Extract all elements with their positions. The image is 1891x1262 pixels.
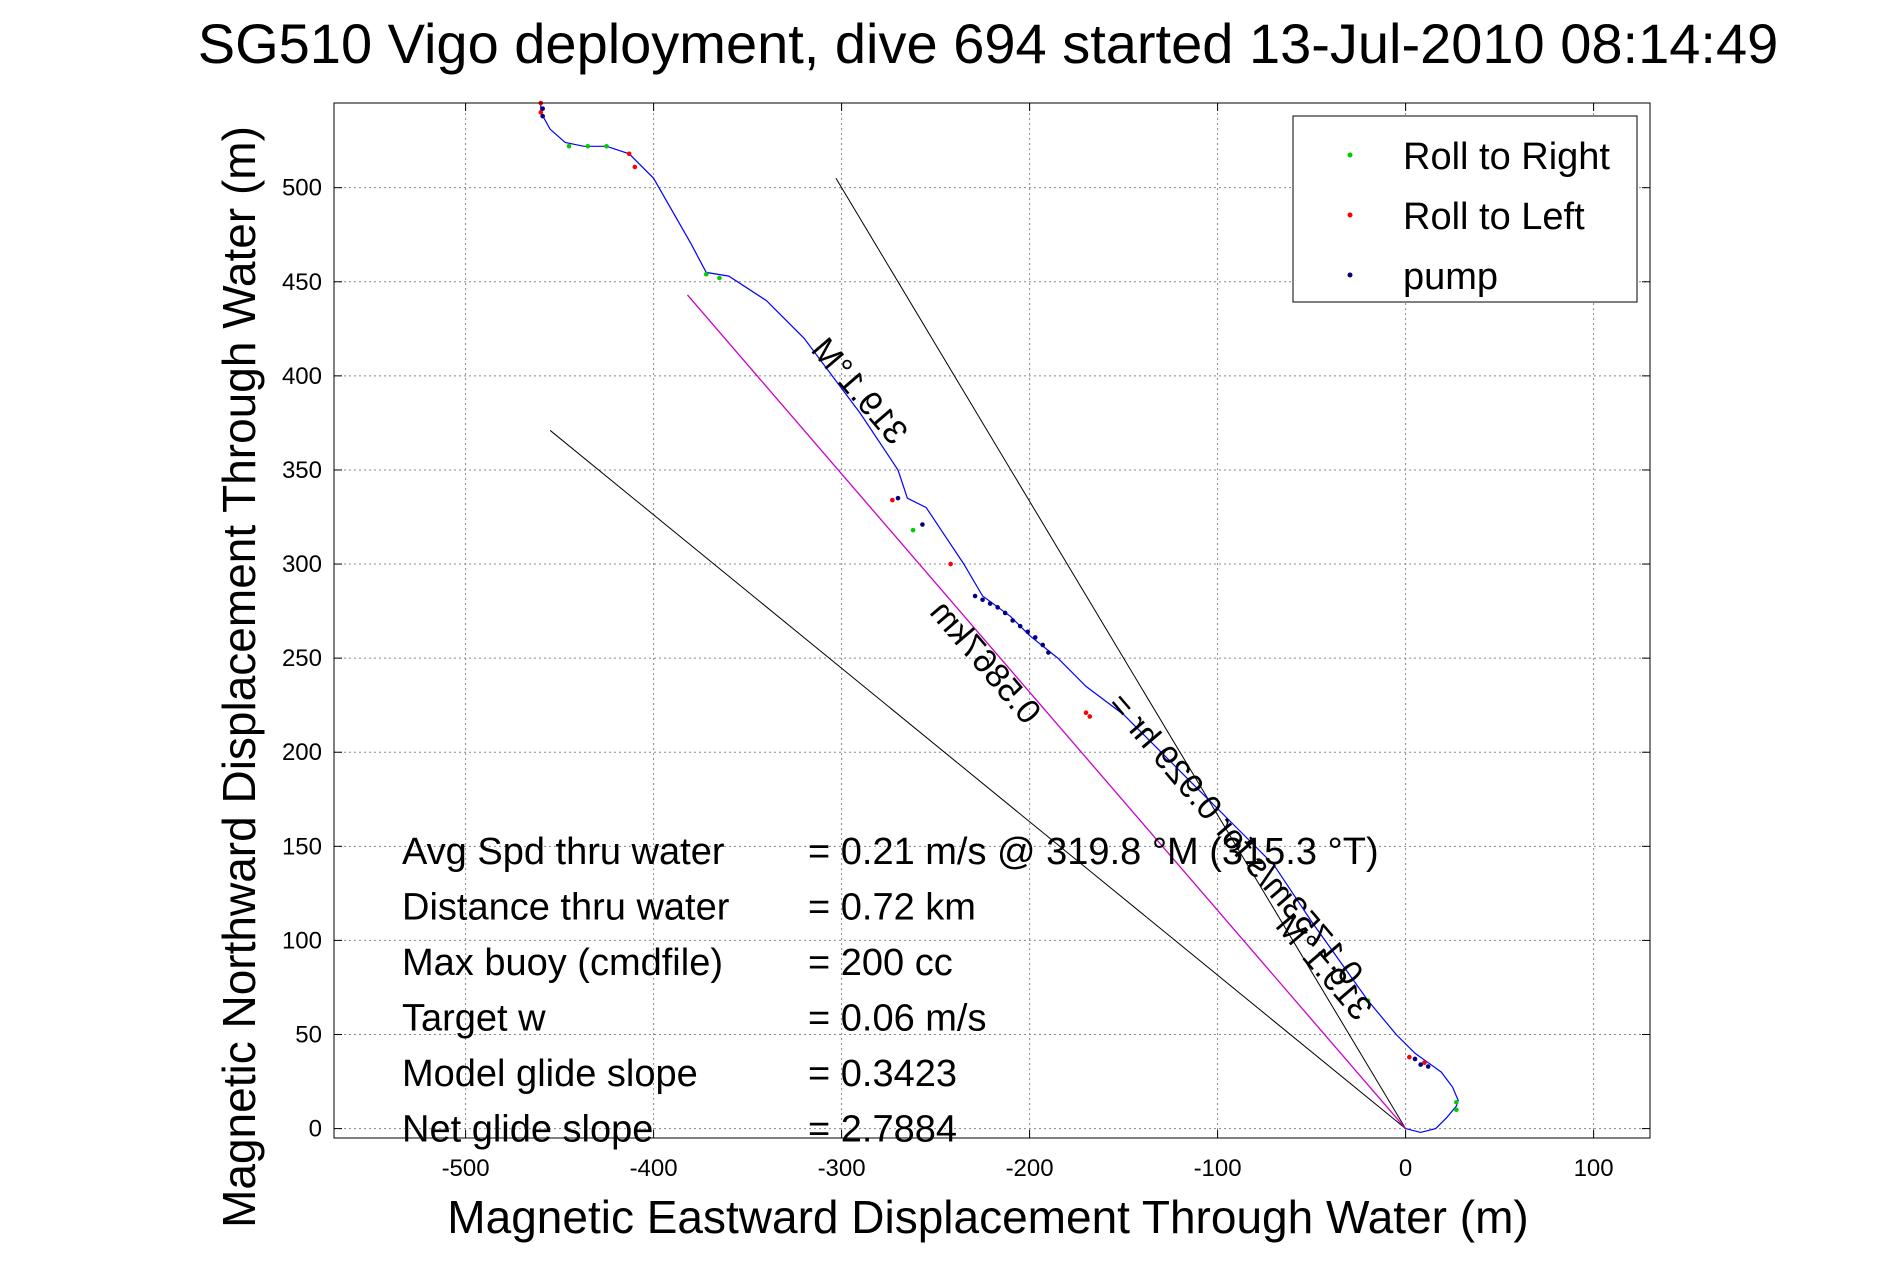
legend-marker <box>1347 152 1353 158</box>
y-tick-label: 250 <box>282 645 322 672</box>
roll-left-point <box>1083 710 1089 716</box>
annotation-label: Max buoy (cmdfile) <box>402 942 723 984</box>
sector-lines <box>549 178 1407 1129</box>
roll-left-point <box>538 110 544 115</box>
legend-marker <box>1347 212 1353 218</box>
legend-label: pump <box>1403 256 1498 298</box>
pump-point <box>1046 650 1051 655</box>
legend-label: Roll to Left <box>1403 196 1585 238</box>
x-tick-label: -300 <box>818 1155 866 1182</box>
y-tick-label: 100 <box>282 927 322 954</box>
legend-box <box>1292 115 1638 303</box>
annotation-label: Avg Spd thru water <box>402 831 725 873</box>
pump-point <box>987 601 993 606</box>
y-tick-label: 400 <box>282 363 322 390</box>
chart-title: SG510 Vigo deployment, dive 694 started … <box>198 12 1779 75</box>
roll-right-point <box>1365 998 1371 1003</box>
pump-point <box>1025 629 1031 635</box>
legend-marker <box>1347 272 1353 278</box>
roll-right-point <box>585 143 591 149</box>
axis-ticks: -500 -400 -300 -200 -100 0 100 0 50 100 150 200 250 3… <box>282 103 1650 1182</box>
y-tick-label: 450 <box>282 269 322 296</box>
average-line <box>686 294 1407 1130</box>
y-tick-label: 350 <box>282 457 322 484</box>
roll-left-point <box>632 164 638 170</box>
pump-point <box>920 522 925 527</box>
pump-point <box>1425 1064 1431 1069</box>
x-tick-label: 0 <box>1399 1155 1412 1182</box>
x-tick-label: 100 <box>1574 1155 1614 1182</box>
y-tick-label: 0 <box>309 1116 322 1143</box>
x-tick-label: -500 <box>442 1155 490 1182</box>
annotation-label: Distance thru water <box>402 887 730 929</box>
pump-point <box>540 106 545 111</box>
plot-frame <box>333 102 1651 1139</box>
roll-left-point <box>1087 714 1093 719</box>
roll-right-point <box>910 527 916 533</box>
roll-left-point <box>626 151 632 157</box>
pump-point <box>1412 1056 1418 1062</box>
roll-right-point <box>703 271 709 277</box>
annotation-value: = 0.06 m/s <box>808 998 986 1040</box>
roll-right-point <box>1454 1107 1459 1113</box>
pump-point <box>895 495 901 501</box>
pump-point <box>972 593 978 599</box>
annotation-value: = 200 cc <box>808 942 953 984</box>
roll-left-point <box>1422 1060 1427 1066</box>
roll-right-point <box>604 143 609 149</box>
pump-point <box>995 605 1000 610</box>
roll-left-point <box>948 561 953 567</box>
y-tick-label: 300 <box>282 551 322 578</box>
legend: Roll to Right Roll to Left pump <box>1292 115 1638 303</box>
sector-line <box>549 430 1406 1129</box>
average-heading-line <box>686 294 1407 1130</box>
annotation-value: = 2.7884 <box>808 1109 957 1151</box>
annotation-block: Avg Spd thru water = 0.21 m/s @ 319.8 °M … <box>402 831 1379 1151</box>
roll-right-point <box>566 143 572 149</box>
rotated-label: 319.1°M <box>804 331 915 452</box>
roll-right-point <box>717 275 722 281</box>
pump-point <box>1017 623 1023 629</box>
roll-left-point <box>890 497 895 503</box>
pump-point <box>1040 642 1046 648</box>
pump-point <box>540 113 545 119</box>
sector-line <box>835 178 1407 1129</box>
annotation-label: Model glide slope <box>402 1053 698 1095</box>
y-tick-label: 200 <box>282 739 322 766</box>
y-tick-label: 500 <box>282 175 322 202</box>
x-tick-label: -200 <box>1006 1155 1054 1182</box>
roll-left-point <box>1407 1054 1412 1060</box>
pump-point <box>1010 618 1015 623</box>
pump-point <box>1418 1062 1423 1067</box>
y-axis-label: Magnetic Northward Displacement Through … <box>213 126 265 1228</box>
annotation-value: = 0.21 m/s @ 319.8 °M (315.3 °T) <box>808 831 1379 873</box>
legend-label: Roll to Right <box>1403 136 1610 178</box>
x-axis-label: Magnetic Eastward Displacement Through W… <box>447 1191 1528 1243</box>
track-markers <box>538 100 1459 1113</box>
pump-point <box>980 597 985 603</box>
annotation-label: Net glide slope <box>402 1109 653 1151</box>
roll-right-point <box>1454 1099 1459 1105</box>
y-tick-label: 150 <box>282 833 322 860</box>
annotation-value: = 0.3423 <box>808 1053 957 1095</box>
pump-point <box>1002 610 1008 616</box>
x-tick-label: -100 <box>1194 1155 1242 1182</box>
annotation-label: Target w <box>402 998 546 1040</box>
annotation-value: = 0.72 km <box>808 887 976 929</box>
y-tick-label: 50 <box>295 1022 322 1049</box>
x-tick-label: -400 <box>630 1155 678 1182</box>
pump-point <box>1032 635 1038 640</box>
